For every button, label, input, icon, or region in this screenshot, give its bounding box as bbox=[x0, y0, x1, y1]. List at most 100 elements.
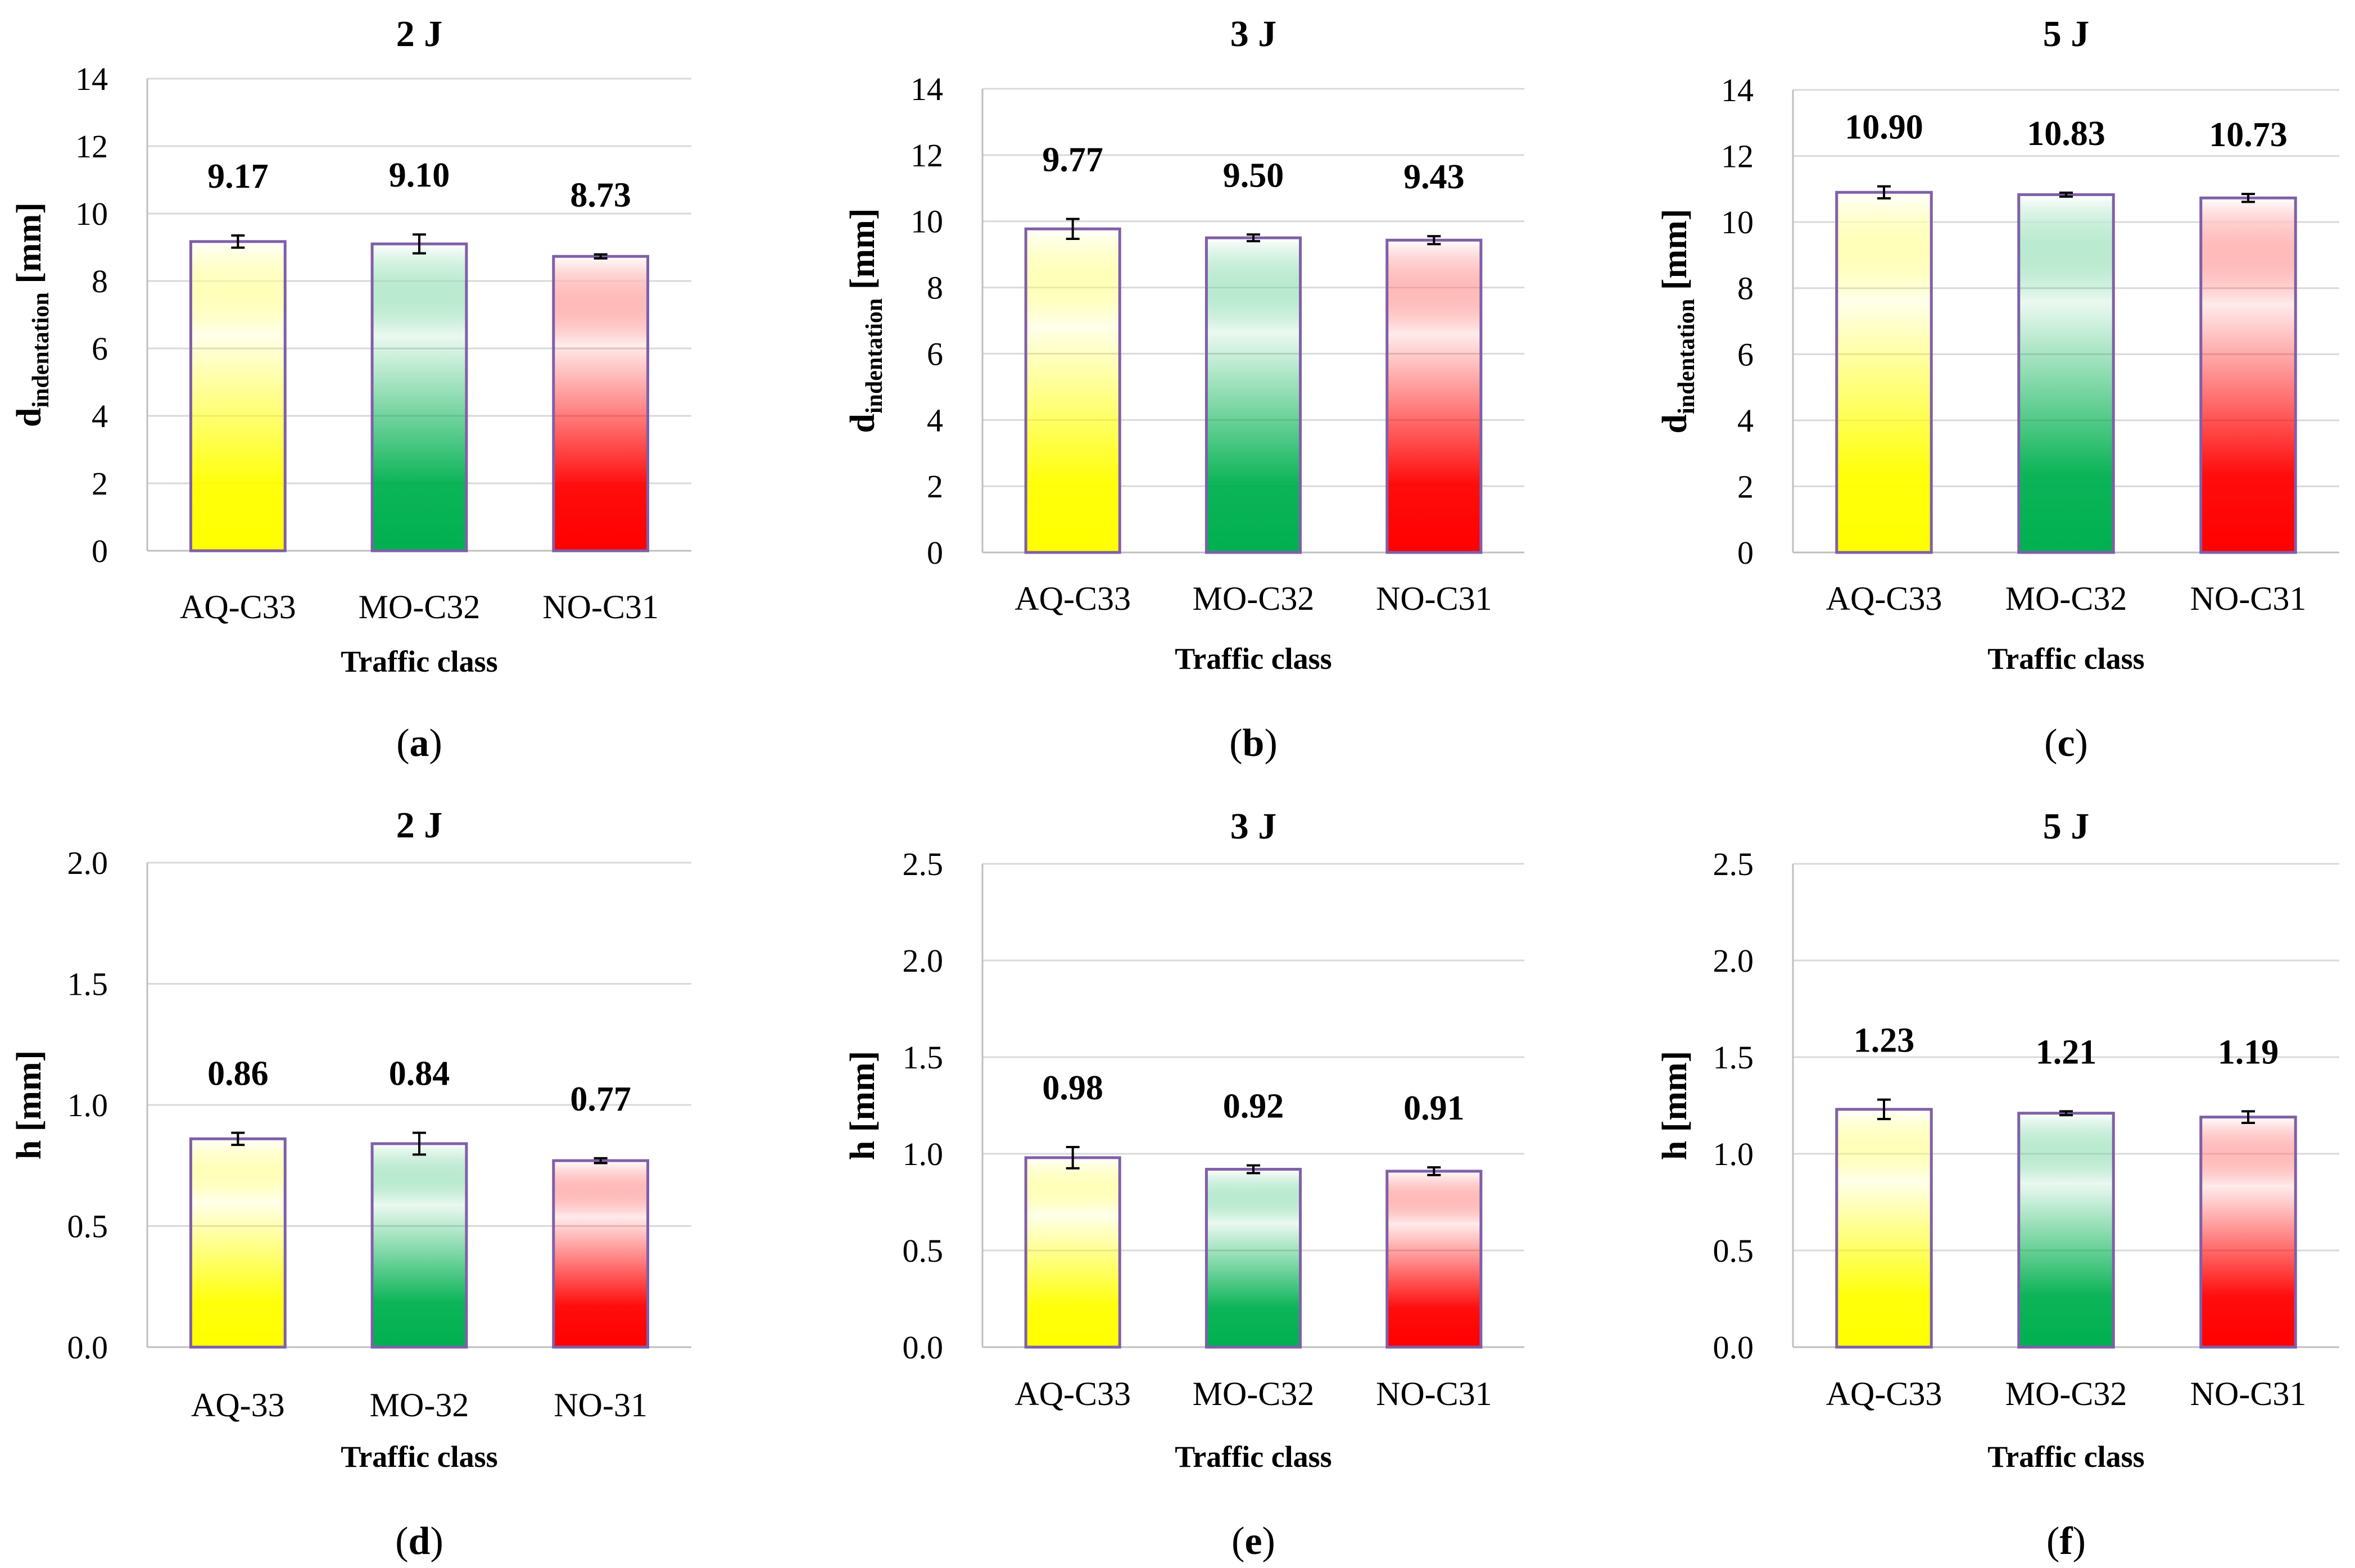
y-tick-label: 1.0 bbox=[67, 1087, 108, 1123]
y-tick-label: 14 bbox=[75, 61, 108, 97]
data-label: 1.21 bbox=[2036, 1033, 2097, 1071]
y-tick-label: 1.5 bbox=[903, 1039, 944, 1076]
panel-label: (d) bbox=[395, 1520, 443, 1563]
bar bbox=[1385, 1170, 1483, 1349]
chart-panel-e: 0.0 0.5 1.0 1.5 2.0 2.5 0.98 AQ-C33 0.92 MO-C32 0.… bbox=[844, 806, 1524, 1563]
y-tick-label: 2 bbox=[927, 468, 943, 505]
y-tick-label: 8 bbox=[927, 270, 943, 306]
chart-panel-c: 0 2 4 6 8 10 12 14 10.90 AQ-C33 10.83 MO-C32 10.73 NO… bbox=[1656, 13, 2339, 765]
x-axis-label: Traffic class bbox=[1987, 1440, 2144, 1474]
x-tick-label: NO-C31 bbox=[1376, 1375, 1492, 1412]
y-tick-label: 8 bbox=[1737, 270, 1754, 307]
chart-panel-a: 0 2 4 6 8 10 12 14 9.17 AQ-C33 9.10 MO-C32 8.73 NO-C3… bbox=[10, 13, 691, 765]
x-tick-label: NO-C31 bbox=[2190, 580, 2307, 617]
bar bbox=[552, 1159, 650, 1349]
y-axis-label: dindentation [mm] bbox=[1656, 209, 1700, 434]
chart-title: 2 J bbox=[396, 13, 443, 55]
y-tick-label: 10 bbox=[75, 196, 108, 232]
x-tick-label: AQ-C33 bbox=[1826, 1375, 1942, 1412]
y-axis-label: h [mm] bbox=[1656, 1051, 1694, 1161]
chart-title: 2 J bbox=[396, 805, 443, 846]
data-label: 0.92 bbox=[1223, 1087, 1284, 1126]
x-axis-label: Traffic class bbox=[341, 645, 497, 678]
data-label: 10.90 bbox=[1845, 108, 1923, 147]
y-tick-label: 0.0 bbox=[1713, 1329, 1754, 1366]
bar bbox=[370, 1142, 468, 1349]
y-axis-label: dindentation [mm] bbox=[10, 202, 54, 427]
y-tick-label: 4 bbox=[927, 402, 943, 438]
panel-label: (e) bbox=[1231, 1520, 1275, 1563]
chart-panel-d: 0.0 0.5 1.0 1.5 2.0 0.86 AQ-33 0.84 MO-32 0.77 NO-… bbox=[10, 805, 691, 1563]
panel-label: (c) bbox=[2044, 722, 2088, 765]
y-tick-label: 2.0 bbox=[903, 942, 944, 979]
bar bbox=[189, 1137, 287, 1349]
y-tick-label: 0 bbox=[92, 533, 108, 569]
chart-title: 5 J bbox=[2043, 806, 2090, 847]
data-label: 9.43 bbox=[1403, 158, 1465, 196]
panel-label: (b) bbox=[1229, 722, 1278, 765]
panel-label: (f) bbox=[2046, 1520, 2086, 1563]
y-axis-label: dindentation [mm] bbox=[844, 209, 887, 433]
y-tick-label: 0.5 bbox=[903, 1232, 944, 1269]
data-label: 9.10 bbox=[389, 156, 450, 194]
chart-panel-b: 0 2 4 6 8 10 12 14 9.77 AQ-C33 9.50 MO-C32 9.43 NO-C3… bbox=[844, 13, 1524, 765]
y-tick-label: 2 bbox=[92, 465, 108, 502]
bar bbox=[2199, 196, 2297, 554]
x-tick-label: NO-C31 bbox=[2190, 1375, 2307, 1412]
y-tick-label: 14 bbox=[911, 71, 943, 107]
x-tick-label: MO-C32 bbox=[1193, 1375, 1315, 1412]
x-axis-label: Traffic class bbox=[1175, 1440, 1332, 1474]
y-tick-label: 6 bbox=[1737, 336, 1754, 373]
x-tick-label: AQ-C33 bbox=[1015, 580, 1131, 617]
x-tick-label: MO-C32 bbox=[1193, 580, 1315, 617]
y-tick-label: 2.5 bbox=[1713, 846, 1754, 882]
bar bbox=[2199, 1116, 2297, 1349]
y-tick-label: 1.0 bbox=[903, 1136, 944, 1172]
y-tick-label: 1.5 bbox=[67, 966, 108, 1003]
y-tick-label: 2.0 bbox=[1713, 942, 1754, 979]
data-label: 9.17 bbox=[207, 157, 269, 196]
x-tick-label: AQ-33 bbox=[191, 1386, 285, 1424]
chart-title: 5 J bbox=[2043, 13, 2090, 55]
x-tick-label: MO-C32 bbox=[359, 588, 481, 626]
data-label: 0.98 bbox=[1042, 1069, 1103, 1107]
bar bbox=[552, 255, 650, 552]
y-tick-label: 2.0 bbox=[67, 845, 108, 881]
y-tick-label: 10 bbox=[911, 203, 943, 240]
y-tick-label: 8 bbox=[92, 263, 108, 300]
data-label: 9.77 bbox=[1042, 141, 1103, 179]
y-tick-label: 6 bbox=[92, 330, 108, 367]
y-tick-label: 12 bbox=[911, 137, 943, 174]
y-tick-label: 1.0 bbox=[1713, 1136, 1754, 1172]
data-label: 0.86 bbox=[207, 1055, 269, 1093]
x-tick-label: MO-32 bbox=[370, 1386, 469, 1424]
data-label: 1.19 bbox=[2218, 1033, 2279, 1071]
bar bbox=[2017, 193, 2115, 554]
bar bbox=[1835, 1108, 1933, 1349]
y-axis-label: h [mm] bbox=[10, 1050, 48, 1160]
y-tick-label: 1.5 bbox=[1713, 1039, 1754, 1076]
x-tick-label: MO-C32 bbox=[2005, 580, 2127, 617]
x-tick-label: MO-C32 bbox=[2005, 1375, 2127, 1412]
y-tick-label: 0.0 bbox=[903, 1329, 944, 1366]
data-label: 9.50 bbox=[1223, 156, 1284, 194]
y-tick-label: 6 bbox=[927, 336, 943, 372]
y-tick-label: 2.5 bbox=[903, 846, 944, 882]
x-tick-label: AQ-C33 bbox=[1826, 580, 1942, 617]
bar bbox=[1204, 236, 1302, 554]
data-label: 8.73 bbox=[570, 176, 631, 215]
data-label: 0.91 bbox=[1403, 1089, 1465, 1127]
y-tick-label: 4 bbox=[1737, 402, 1754, 439]
y-tick-label: 12 bbox=[75, 128, 108, 165]
y-tick-label: 12 bbox=[1721, 138, 1754, 175]
bar bbox=[1385, 238, 1483, 554]
chart-panel-f: 0.0 0.5 1.0 1.5 2.0 2.5 1.23 AQ-C33 1.21 MO-C32 1.… bbox=[1656, 806, 2339, 1563]
y-tick-label: 0 bbox=[1737, 534, 1754, 571]
y-tick-label: 0 bbox=[927, 534, 943, 571]
bar bbox=[1835, 191, 1933, 554]
x-tick-label: NO-C31 bbox=[1376, 580, 1492, 617]
y-tick-label: 14 bbox=[1721, 72, 1754, 108]
bar bbox=[1204, 1168, 1302, 1349]
bar bbox=[1024, 227, 1121, 554]
